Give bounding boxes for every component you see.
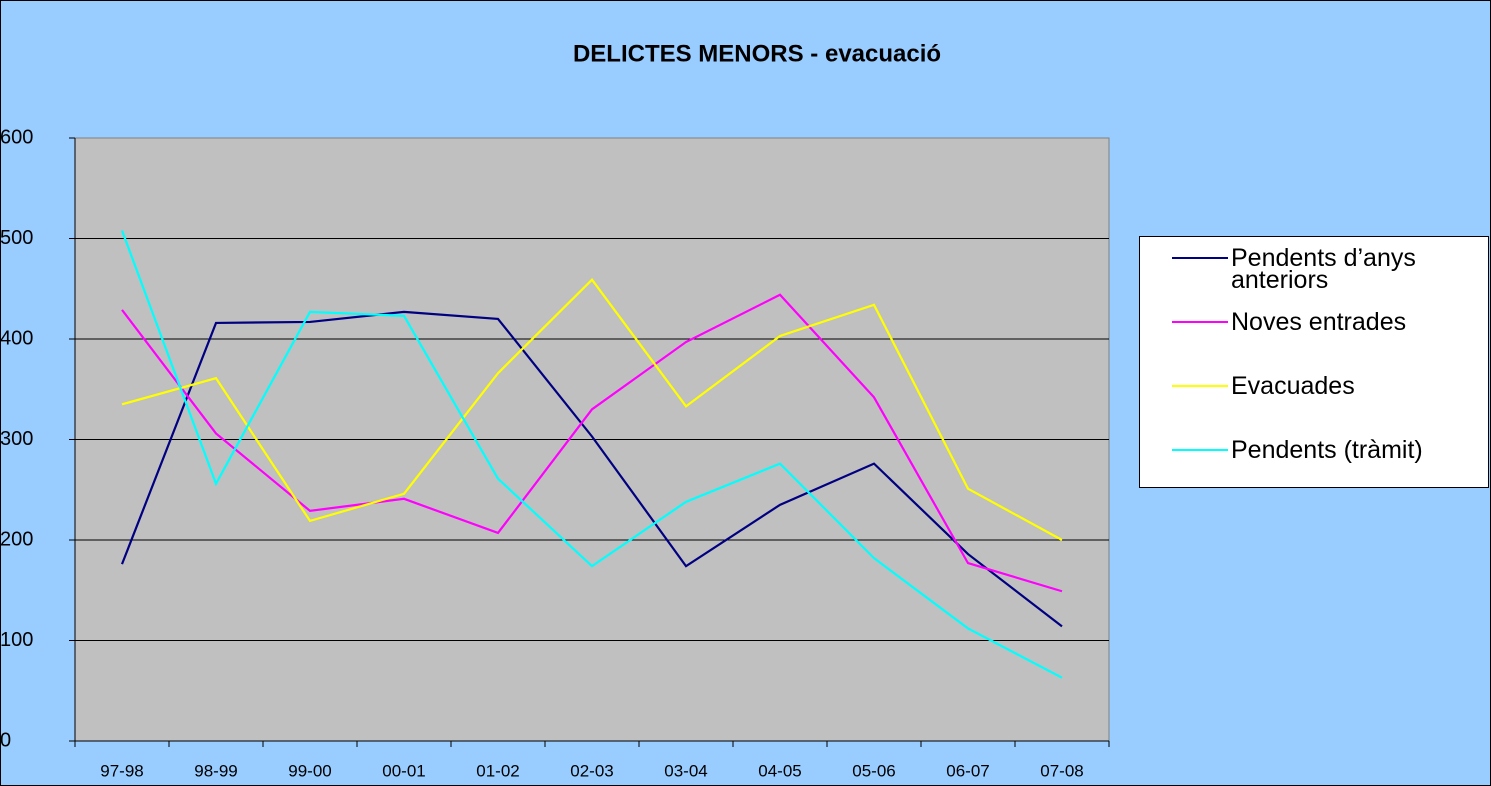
x-tick-label: 00-01 bbox=[382, 761, 425, 780]
legend-label: Pendents d’anys anteriors bbox=[1231, 244, 1416, 294]
x-tick-label: 99-00 bbox=[288, 761, 331, 780]
x-tick-label: 97-98 bbox=[100, 761, 143, 780]
legend-item: Pendents (tràmit) bbox=[1140, 437, 1490, 497]
x-tick-label: 98-99 bbox=[194, 761, 237, 780]
legend-swatch bbox=[1172, 385, 1228, 387]
x-tick-label: 02-03 bbox=[570, 761, 613, 780]
y-tick-label: 200 bbox=[0, 528, 33, 550]
chart-title: DELICTES MENORS - evacuació bbox=[573, 40, 941, 67]
legend-item: Evacuades bbox=[1140, 373, 1490, 433]
legend-item: Pendents d’anys anteriors bbox=[1140, 245, 1490, 305]
x-tick-label: 06-07 bbox=[946, 761, 989, 780]
x-tick-label: 05-06 bbox=[852, 761, 895, 780]
x-tick-label: 01-02 bbox=[476, 761, 519, 780]
series-line bbox=[120, 310, 1063, 628]
legend-label: Evacuades bbox=[1231, 372, 1355, 400]
y-tick-label: 100 bbox=[0, 629, 33, 651]
legend-swatch bbox=[1172, 321, 1228, 323]
y-tick-label: 400 bbox=[0, 327, 33, 349]
y-tick-label: 300 bbox=[0, 428, 33, 450]
legend-label: Pendents (tràmit) bbox=[1231, 436, 1423, 464]
series-line bbox=[120, 230, 1063, 679]
y-tick-label: 600 bbox=[0, 126, 33, 148]
y-tick-label: 500 bbox=[0, 227, 33, 249]
x-tick-label: 07-08 bbox=[1040, 761, 1083, 780]
series-line bbox=[121, 293, 1063, 593]
legend-swatch bbox=[1172, 257, 1228, 259]
series-line bbox=[121, 278, 1063, 541]
legend: Pendents d’anys anteriors Noves entrades E… bbox=[1139, 236, 1489, 488]
x-tick-label: 04-05 bbox=[758, 761, 801, 780]
legend-label: Noves entrades bbox=[1231, 308, 1407, 336]
legend-item: Noves entrades bbox=[1140, 309, 1490, 369]
y-tick-label: 0 bbox=[0, 729, 11, 751]
legend-swatch bbox=[1172, 449, 1228, 451]
x-tick-label: 03-04 bbox=[664, 761, 707, 780]
